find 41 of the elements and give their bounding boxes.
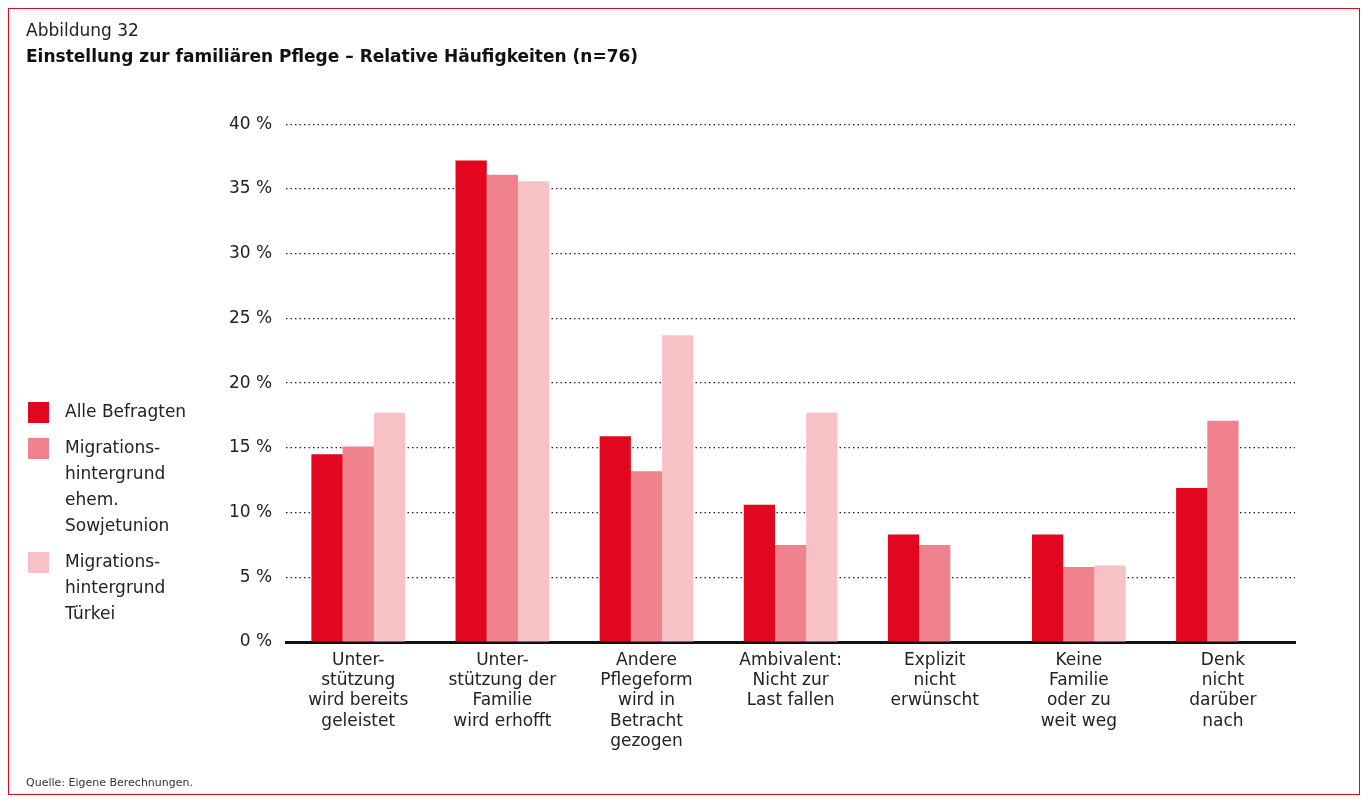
x-tick-label: Keine Familie oder zu weit weg [1040, 648, 1117, 730]
bar [1031, 534, 1064, 642]
bar [919, 544, 951, 642]
bar [806, 412, 838, 642]
bar [1063, 566, 1095, 642]
bar [662, 335, 694, 642]
y-tick-label: 15 % [228, 436, 273, 457]
bar [774, 544, 807, 642]
x-tick-label: Andere Pflegeform wird in Betracht gezogen [600, 648, 693, 751]
bar [1176, 487, 1208, 642]
bar [1207, 420, 1239, 642]
y-tick-label: 5 % [239, 565, 273, 586]
x-tick-label: Explizit nicht erwünscht [890, 648, 980, 710]
source-note: Quelle: Eigene Berechnungen. [26, 776, 193, 789]
y-tick-label: 35 % [228, 177, 273, 198]
chart-subtitle: Einstellung zur familiären Pflege – Relative Häufigkeiten (n=76) [26, 46, 639, 66]
bar [743, 504, 775, 642]
bar [599, 436, 631, 642]
x-tick-label: Unter- stützung wird bereits geleistet [308, 648, 409, 730]
x-tick-label: Ambivalent: Nicht zur Last fallen [739, 648, 842, 710]
bar [486, 174, 518, 642]
y-tick-label: 20 % [228, 371, 273, 392]
y-tick-label: 25 % [228, 306, 273, 327]
y-tick-label: 10 % [228, 500, 273, 521]
text: Abbildung 32 [26, 20, 139, 40]
legend-label: Alle Befragten [65, 400, 187, 423]
x-tick-label: Unter- stützung der Familie wird erhofft [448, 648, 557, 730]
y-tick-label: 30 % [228, 242, 273, 263]
bar [887, 534, 920, 642]
bar [342, 446, 374, 642]
bar [311, 454, 343, 642]
x-tick-label: Denk nicht darüber nach [1189, 648, 1257, 730]
bar [630, 471, 663, 642]
y-tick-label: 0 % [239, 630, 273, 651]
bar [373, 412, 406, 642]
y-tick-label: 40 % [228, 112, 273, 133]
bar [517, 181, 550, 642]
bar [1094, 565, 1126, 642]
legend-label: Migrations- hintergrund ehem. Sowjetunion [65, 436, 170, 537]
bar [455, 160, 487, 642]
legend-label: Migrations- hintergrund Türkei [65, 550, 166, 625]
